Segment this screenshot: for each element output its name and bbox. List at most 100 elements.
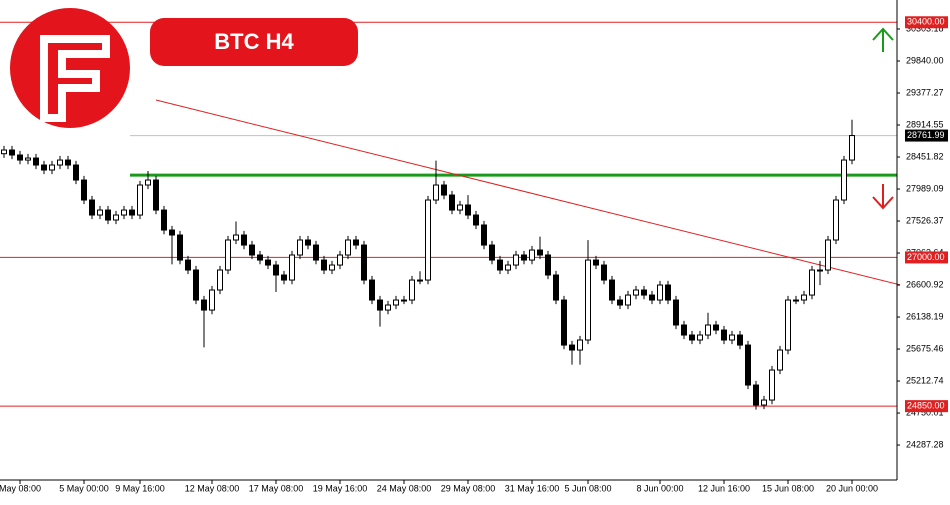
candle-body (273, 264, 279, 276)
candle-body (65, 159, 71, 166)
candle-body (633, 289, 639, 296)
candle-body (529, 249, 535, 261)
candle-body (289, 254, 295, 281)
y-tick-label: 29377.27 (906, 87, 944, 97)
candle-body (329, 264, 335, 271)
candle-body (73, 164, 79, 181)
down-arrow-head (872, 196, 894, 210)
candle-body (105, 209, 111, 221)
candle-body (9, 149, 15, 156)
candle-body (409, 279, 415, 301)
candle-body (705, 324, 711, 336)
candle-body (433, 184, 439, 201)
candle-body (585, 259, 591, 341)
candle-body (17, 154, 23, 161)
x-tick-label: 19 May 16:00 (313, 483, 368, 493)
candle-body (537, 249, 543, 256)
candle-body (89, 199, 95, 216)
level-label: 30400.00 (907, 17, 945, 27)
candle-body (521, 254, 527, 261)
y-tick-label: 29840.00 (906, 55, 944, 65)
candle-body (473, 214, 479, 226)
logo (10, 8, 130, 128)
level-label-box (905, 251, 948, 264)
trendline (155, 99, 901, 286)
candle-body (777, 349, 783, 371)
candle-body (833, 199, 839, 241)
y-tick-label: 27526.37 (906, 215, 944, 225)
title-box (150, 18, 358, 66)
candle-body (25, 157, 31, 161)
y-tick-label: 24750.01 (906, 407, 944, 417)
up-arrow (872, 27, 894, 52)
candle-body (481, 224, 487, 246)
candle-body (817, 269, 823, 272)
candle-body (697, 334, 703, 341)
candle-body (345, 239, 351, 256)
candle-body (225, 239, 231, 271)
candle-body (49, 164, 55, 171)
x-tick-label: 31 May 16:00 (505, 483, 560, 493)
y-tick-label: 26600.92 (906, 279, 944, 289)
candle-body (513, 254, 519, 266)
x-tick-label: 9 May 16:00 (115, 483, 165, 493)
candle-body (729, 334, 735, 341)
candle-body (97, 209, 103, 216)
candle-body (1, 149, 7, 155)
candle-body (217, 269, 223, 291)
candle-body (641, 289, 647, 296)
candle-body (561, 299, 567, 346)
candle-body (169, 229, 175, 236)
x-tick-label: 24 May 08:00 (377, 483, 432, 493)
x-tick-label: 12 Jun 16:00 (698, 483, 750, 493)
candle-body (769, 369, 775, 401)
level-label: 27000.00 (907, 252, 945, 262)
candle-body (785, 299, 791, 351)
logo-circle (10, 8, 130, 128)
candle-body (121, 209, 127, 216)
candle-body (617, 299, 623, 306)
candle-body (849, 135, 855, 161)
candle-body (161, 209, 167, 231)
candle-body (745, 344, 751, 386)
candle-body (177, 234, 183, 261)
candle-body (417, 279, 423, 282)
candle-body (505, 264, 511, 271)
x-tick-label: 20 Jun 00:00 (826, 483, 878, 493)
candle-body (801, 294, 807, 301)
candle-body (337, 254, 343, 266)
candle-body (185, 259, 191, 271)
candle-body (233, 234, 239, 241)
x-tick-label: 29 May 08:00 (441, 483, 496, 493)
candle-body (361, 244, 367, 281)
candle-body (209, 289, 215, 311)
candle-body (553, 274, 559, 301)
x-tick-label: 17 May 08:00 (249, 483, 304, 493)
up-arrow-head (872, 27, 894, 41)
down-arrow (872, 184, 894, 210)
candle-body (353, 239, 359, 246)
candle-body (457, 204, 463, 211)
current-price-box (905, 129, 948, 142)
candle-body (385, 304, 391, 311)
candle-body (441, 184, 447, 196)
candle-body (297, 239, 303, 256)
candle-body (841, 159, 847, 201)
candle-body (737, 334, 743, 346)
candle-body (577, 339, 583, 351)
candle-body (753, 384, 759, 406)
candle-body (449, 194, 455, 211)
price-labels: 30303.18 29840.00 29377.27 28914.55 28451.82… (0, 16, 948, 493)
x-tick-label: May 08:00 (0, 483, 41, 493)
chart-title: BTC H4 (214, 29, 294, 54)
candle-body (41, 164, 47, 171)
candle-body (305, 239, 311, 246)
y-tick-label: 25675.46 (906, 343, 944, 353)
candle-body (721, 329, 727, 341)
candle-body (665, 284, 671, 301)
candle-body (401, 299, 407, 302)
candle-body (689, 334, 695, 341)
plot-area (0, 21, 901, 410)
